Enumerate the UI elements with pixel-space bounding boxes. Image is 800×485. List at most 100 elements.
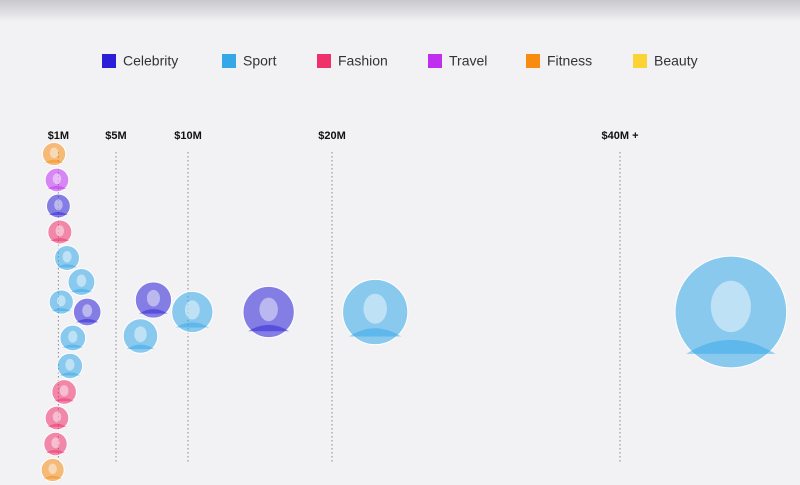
portrait-face	[48, 463, 57, 475]
bubble	[44, 405, 70, 431]
legend-label: Travel	[449, 53, 487, 69]
portrait-face	[146, 289, 160, 307]
portrait-shoulders	[43, 475, 62, 479]
influencer-bubble	[54, 244, 81, 272]
portrait-shoulders	[59, 372, 81, 376]
legend-label: Sport	[243, 53, 277, 69]
legend-swatch	[102, 54, 116, 68]
portrait-face	[55, 225, 65, 237]
bubble	[43, 431, 68, 457]
portrait-shoulders	[50, 238, 70, 242]
legend-swatch	[317, 54, 331, 68]
bubble	[59, 324, 87, 352]
portrait-face	[82, 304, 93, 317]
legend-swatch	[428, 54, 442, 68]
portrait-face	[184, 300, 200, 320]
influencer-bubble	[242, 285, 295, 339]
influencer-bubble	[40, 457, 65, 483]
portrait-shoulders	[175, 322, 209, 328]
bubble	[72, 297, 102, 327]
influencer-bubble	[122, 318, 159, 354]
portrait-shoulders	[126, 344, 155, 349]
portrait-face	[59, 385, 69, 397]
bubble	[242, 285, 295, 339]
portrait-face	[363, 293, 387, 324]
portrait-shoulders	[349, 328, 402, 337]
x-tick-label: $10M	[174, 130, 202, 142]
portrait-shoulders	[48, 211, 68, 215]
bubble	[48, 289, 74, 315]
influencer-bubble	[67, 268, 96, 296]
portrait-shoulders	[47, 185, 67, 189]
influencer-bubble	[134, 281, 173, 319]
legend-label: Celebrity	[123, 53, 178, 69]
influencer-bubble	[51, 379, 77, 405]
portrait-shoulders	[70, 288, 93, 293]
portrait-shoulders	[54, 398, 75, 402]
influencer-bubble	[43, 431, 68, 457]
portrait-shoulders	[686, 339, 776, 354]
portrait-shoulders	[248, 324, 290, 332]
legend-label: Fashion	[338, 53, 388, 69]
portrait-shoulders	[138, 309, 168, 314]
portrait-face	[62, 250, 72, 263]
portrait-shoulders	[57, 264, 78, 268]
x-tick-label: $40M +	[602, 130, 639, 142]
portrait-face	[710, 280, 751, 333]
portrait-face	[259, 297, 278, 322]
influencer-bubble	[56, 352, 84, 380]
bubble	[171, 290, 214, 334]
legend-swatch	[633, 54, 647, 68]
influencer-bubble	[47, 219, 73, 245]
influencer-bubble	[342, 278, 409, 346]
bubble	[67, 268, 96, 296]
portrait-face	[134, 326, 147, 343]
portrait-shoulders	[44, 159, 64, 163]
bubble	[40, 457, 65, 483]
influencer-bubble	[171, 290, 214, 334]
influencer-bubble	[674, 255, 788, 369]
x-tick-label: $20M	[318, 130, 346, 142]
portrait-shoulders	[62, 344, 84, 348]
portrait-face	[52, 411, 62, 423]
top-shade	[0, 0, 800, 22]
legend-swatch	[526, 54, 540, 68]
portrait-face	[76, 274, 87, 287]
portrait-face	[54, 199, 63, 211]
bubble	[51, 379, 77, 405]
portrait-face	[52, 173, 62, 185]
x-tick-label: $5M	[105, 130, 126, 142]
bubble	[41, 141, 67, 167]
portrait-face	[68, 330, 78, 343]
bubble	[56, 352, 84, 380]
influencer-bubble	[41, 141, 67, 167]
legend-label: Beauty	[654, 53, 698, 69]
bubble	[134, 281, 173, 319]
bubble	[45, 193, 71, 219]
influencer-bubble	[44, 167, 70, 193]
bubble	[44, 167, 70, 193]
influencer-bubble	[72, 297, 102, 327]
bubble	[54, 244, 81, 272]
portrait-shoulders	[76, 318, 99, 323]
x-tick-label: $1M	[48, 130, 69, 142]
bubble	[47, 219, 73, 245]
legend-swatch	[222, 54, 236, 68]
portrait-shoulders	[47, 423, 67, 427]
bubble	[122, 318, 159, 354]
legend-label: Fitness	[547, 53, 592, 69]
influencer-bubble	[59, 324, 87, 352]
portrait-face	[56, 295, 66, 307]
influencer-bubble	[48, 289, 74, 315]
influencer-bubble	[45, 193, 71, 219]
portrait-shoulders	[46, 449, 65, 453]
portrait-face	[65, 358, 75, 371]
portrait-face	[49, 147, 59, 159]
portrait-shoulders	[51, 308, 71, 312]
bubble	[342, 278, 409, 346]
bubble	[674, 255, 788, 369]
influencer-bubble	[44, 405, 70, 431]
